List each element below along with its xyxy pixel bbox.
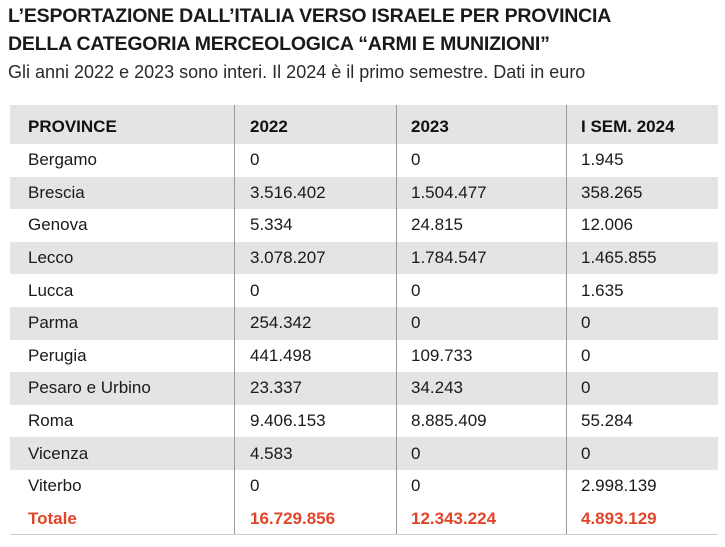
page-title: L’ESPORTAZIONE DALL’ITALIA VERSO ISRAELE…: [8, 2, 720, 58]
cell-value-sem-2024: 55.284: [581, 411, 633, 431]
cell-province: Vicenza: [28, 443, 89, 463]
cell-value-2022: 3.516.402: [250, 182, 326, 202]
table-row: Bergamo 0 0 1.945: [10, 144, 718, 177]
cell-value-sem-2024: 1.945: [581, 150, 624, 170]
table-header-row: PROVINCE 2022 2023 I SEM. 2024: [10, 105, 718, 144]
cell-province: Perugia: [28, 345, 87, 365]
cell-value-2022: 23.337: [250, 378, 302, 398]
header-2022: 2022: [250, 116, 288, 136]
cell-value-2023: 1.784.547: [411, 248, 487, 268]
header-2023: 2023: [411, 116, 449, 136]
cell-value-2022: 9.406.153: [250, 411, 326, 431]
title-line-1: L’ESPORTAZIONE DALL’ITALIA VERSO ISRAELE…: [8, 5, 612, 27]
cell-province: Roma: [28, 411, 74, 431]
cell-value-2023: 24.815: [411, 215, 463, 235]
cell-value-2023: 0: [411, 443, 421, 463]
cell-value-2022: 5.334: [250, 215, 293, 235]
cell-value-2023: 34.243: [411, 378, 463, 398]
total-2023: 12.343.224: [411, 508, 497, 528]
table-row: Roma 9.406.153 8.885.409 55.284: [10, 405, 718, 438]
cell-value-2023: 0: [411, 280, 421, 300]
cell-value-2023: 1.504.477: [411, 182, 487, 202]
cell-value-sem-2024: 0: [581, 345, 591, 365]
cell-value-sem-2024: 358.265: [581, 182, 643, 202]
cell-province: Bergamo: [28, 150, 97, 170]
cell-value-2022: 0: [250, 476, 260, 496]
column-divider-1: [234, 105, 235, 536]
cell-province: Lecco: [28, 248, 74, 268]
title-line-2: DELLA CATEGORIA MERCEOLOGICA “ARMI E MUN…: [8, 33, 550, 55]
cell-province: Brescia: [28, 182, 85, 202]
cell-value-sem-2024: 0: [581, 443, 591, 463]
cell-province: Lucca: [28, 280, 74, 300]
table-row: Perugia 441.498 109.733 0: [10, 340, 718, 373]
cell-value-sem-2024: 12.006: [581, 215, 633, 235]
table-bottom-rule: [10, 534, 718, 536]
cell-value-2022: 3.078.207: [250, 248, 326, 268]
table-row: Lecco 3.078.207 1.784.547 1.465.855: [10, 241, 718, 275]
cell-value-2023: 8.885.409: [411, 411, 487, 431]
cell-value-sem-2024: 1.635: [581, 280, 624, 300]
page-subtitle: Gli anni 2022 e 2023 sono interi. Il 202…: [8, 62, 586, 82]
header-province: PROVINCE: [28, 116, 117, 136]
table-body: Bergamo 0 0 1.945 Brescia 3.516.402 1.504.477 3…: [10, 144, 718, 503]
column-divider-2: [396, 105, 397, 536]
table-row: Brescia 3.516.402 1.504.477 358.265: [10, 176, 718, 210]
table-row: Parma 254.342 0 0: [10, 306, 718, 340]
table-row: Pesaro e Urbino 23.337 34.243 0: [10, 372, 718, 405]
cell-value-2022: 4.583: [250, 443, 293, 463]
cell-value-2023: 0: [411, 476, 421, 496]
total-2022: 16.729.856: [250, 508, 336, 528]
cell-province: Parma: [28, 313, 79, 333]
total-sem-2024: 4.893.129: [581, 508, 657, 528]
cell-value-2022: 0: [250, 280, 260, 300]
cell-value-sem-2024: 1.465.855: [581, 248, 657, 268]
cell-value-2022: 441.498: [250, 345, 312, 365]
export-table: PROVINCE 2022 2023 I SEM. 2024 Bergamo 0 0…: [10, 105, 718, 536]
cell-value-2023: 0: [411, 150, 421, 170]
table-row: Vicenza 4.583 0 0: [10, 437, 718, 470]
table-total-row: Totale 16.729.856 12.343.224 4.893.129: [10, 503, 718, 536]
column-divider-3: [566, 105, 567, 536]
cell-province: Pesaro e Urbino: [28, 378, 151, 398]
cell-province: Genova: [28, 215, 88, 235]
table-row: Genova 5.334 24.815 12.006: [10, 209, 718, 242]
cell-value-2023: 0: [411, 313, 421, 333]
cell-value-2022: 254.342: [250, 313, 312, 333]
header-sem-2024: I SEM. 2024: [581, 116, 675, 136]
cell-province: Viterbo: [28, 476, 82, 496]
table-row: Lucca 0 0 1.635: [10, 274, 718, 307]
cell-value-2023: 109.733: [411, 345, 473, 365]
cell-value-2022: 0: [250, 150, 260, 170]
cell-value-sem-2024: 0: [581, 313, 591, 333]
total-label: Totale: [28, 508, 77, 528]
cell-value-sem-2024: 0: [581, 378, 591, 398]
cell-value-sem-2024: 2.998.139: [581, 476, 657, 496]
table-row: Viterbo 0 0 2.998.139: [10, 470, 718, 503]
